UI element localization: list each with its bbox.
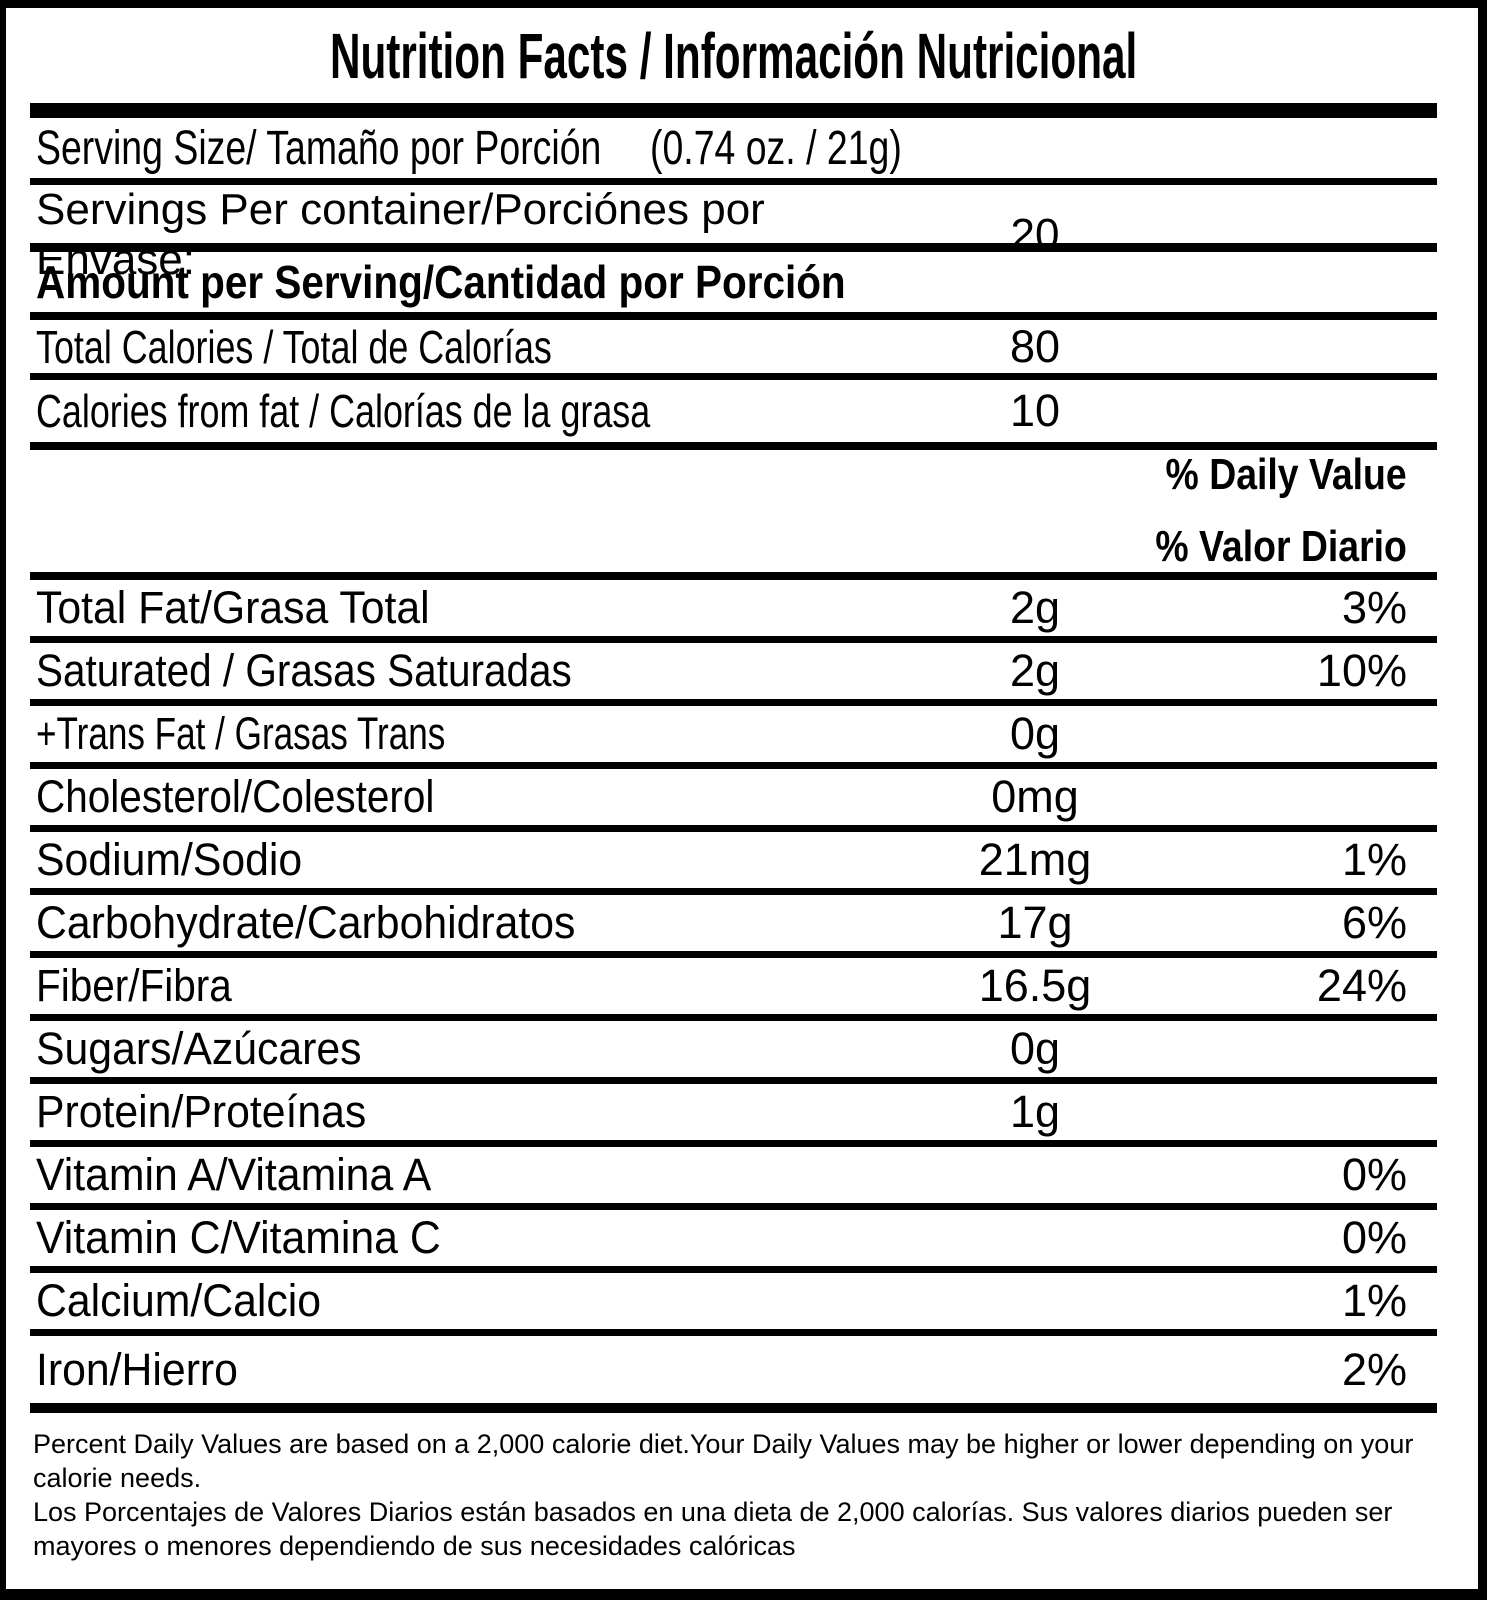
nutrient-label-cell: +Trans Fat / Grasas Trans — [30, 708, 880, 760]
nutrient-percent: 0% — [1341, 1212, 1407, 1263]
nutrient-percent: 1% — [1341, 834, 1407, 885]
nutrient-label-cell: Protein/Proteínas — [30, 1086, 880, 1138]
nutrient-amount: 1g — [1009, 1086, 1061, 1137]
nutrient-label: Iron/Hierro — [36, 1343, 238, 1395]
nutrient-row: Sodium/Sodio 21mg 1% — [30, 832, 1437, 895]
daily-value-header-line-en: % Daily Value — [1165, 450, 1407, 499]
serving-size-label-cell: Serving Size/ Tamaño por Porción — [30, 121, 650, 176]
nutrient-amount: 21mg — [978, 834, 1092, 885]
serving-size-row: Serving Size/ Tamaño por Porción (0.74 o… — [30, 118, 1437, 185]
total-calories-row: Total Calories / Total de Calorías 80 — [30, 320, 1437, 380]
nutrient-label-cell: Saturated / Grasas Saturadas — [30, 645, 880, 697]
calories-from-fat-value: 10 — [1009, 385, 1061, 436]
nutrient-label: Carbohydrate/Carbohidratos — [36, 897, 576, 948]
nutrient-amount: 0g — [1009, 708, 1061, 759]
nutrient-label: Vitamin A/Vitamina A — [36, 1149, 432, 1200]
nutrient-amount: 0g — [1009, 1023, 1061, 1074]
nutrient-row: Cholesterol/Colesterol 0mg — [30, 769, 1437, 832]
nutrient-row: Protein/Proteínas 1g — [30, 1084, 1437, 1147]
nutrient-label: +Trans Fat / Grasas Trans — [36, 708, 446, 759]
nutrient-row: Sugars/Azúcares 0g — [30, 1021, 1437, 1084]
nutrient-label-cell: Cholesterol/Colesterol — [30, 771, 880, 823]
nutrient-row: Vitamin A/Vitamina A 0% — [30, 1147, 1437, 1210]
serving-size-value: (0.74 oz. / 21g) — [650, 121, 902, 175]
nutrient-label-cell: Vitamin C/Vitamina C — [30, 1212, 880, 1264]
serving-size-value-cell: (0.74 oz. / 21g) — [650, 121, 973, 176]
nutrient-row: Vitamin C/Vitamina C 0% — [30, 1210, 1437, 1273]
nutrient-amount: 0mg — [991, 771, 1079, 822]
nutrient-row: +Trans Fat / Grasas Trans 0g — [30, 706, 1437, 769]
nutrient-row: Fiber/Fibra 16.5g 24% — [30, 958, 1437, 1021]
nutrient-percent: 24% — [1316, 960, 1407, 1011]
nutrient-row: Saturated / Grasas Saturadas 2g 10% — [30, 643, 1437, 706]
nutrient-label: Protein/Proteínas — [36, 1086, 367, 1137]
calories-from-fat-label-cell: Calories from fat / Calorías de la grasa — [30, 384, 880, 438]
nutrient-label-cell: Carbohydrate/Carbohidratos — [30, 897, 880, 949]
nutrient-amount: 17g — [997, 897, 1073, 948]
label-title: Nutrition Facts / Información Nutriciona… — [329, 19, 1138, 92]
total-calories-label-cell: Total Calories / Total de Calorías — [30, 320, 880, 374]
nutrient-label: Cholesterol/Colesterol — [36, 771, 435, 822]
servings-per-container-row: Servings Per container/Porciónes por Env… — [30, 185, 1437, 284]
nutrient-label-cell: Vitamin A/Vitamina A — [30, 1149, 880, 1201]
nutrient-row: Total Fat/Grasa Total 2g 3% — [30, 580, 1437, 643]
nutrient-percent: 10% — [1316, 645, 1407, 696]
nutrient-label-cell: Total Fat/Grasa Total — [30, 582, 880, 634]
daily-value-header-line-es: % Valor Diario — [1155, 522, 1407, 571]
nutrient-label: Total Fat/Grasa Total — [36, 582, 430, 633]
daily-value-header: % Daily Value % Valor Diario — [30, 450, 1437, 580]
nutrient-table: Total Fat/Grasa Total 2g 3% Saturated / … — [30, 580, 1437, 1413]
nutrient-percent: 3% — [1341, 582, 1407, 633]
nutrient-row: Calcium/Calcio 1% — [30, 1273, 1437, 1336]
servings-per-container-value: 20 — [1010, 210, 1060, 259]
nutrient-percent: 2% — [1341, 1343, 1407, 1395]
nutrient-label: Vitamin C/Vitamina C — [36, 1212, 441, 1263]
total-calories-label: Total Calories / Total de Calorías — [36, 321, 552, 373]
nutrient-label: Sodium/Sodio — [36, 834, 303, 885]
title-divider-bar — [30, 103, 1437, 118]
nutrient-label-cell: Calcium/Calcio — [30, 1275, 880, 1327]
calories-from-fat-label: Calories from fat / Calorías de la grasa — [36, 385, 651, 437]
nutrient-percent: 0% — [1341, 1149, 1407, 1200]
calories-from-fat-row: Calories from fat / Calorías de la grasa… — [30, 380, 1437, 450]
nutrient-row: Iron/Hierro 2% — [30, 1336, 1437, 1413]
nutrient-label: Calcium/Calcio — [36, 1275, 322, 1326]
serving-size-label: Serving Size/ Tamaño por Porción — [36, 121, 602, 175]
amount-per-serving-heading: Amount per Serving/Cantidad por Porción — [36, 256, 846, 308]
footnote-spanish: Los Porcentajes de Valores Diarios están… — [33, 1497, 1393, 1561]
nutrient-label: Saturated / Grasas Saturadas — [36, 645, 572, 696]
label-title-row: Nutrition Facts / Información Nutriciona… — [30, 8, 1437, 103]
nutrient-label-cell: Sodium/Sodio — [30, 834, 880, 886]
amount-per-serving-row: Amount per Serving/Cantidad por Porción — [30, 252, 1437, 320]
nutrient-percent: 6% — [1341, 897, 1407, 948]
nutrient-amount: 2g — [1009, 645, 1061, 696]
total-calories-value: 80 — [1009, 321, 1061, 372]
label-body: Nutrition Facts / Información Nutriciona… — [30, 8, 1437, 1413]
servings-per-container-label: Servings Per container/Porciónes por Env… — [36, 185, 765, 284]
nutrient-label: Fiber/Fibra — [36, 960, 232, 1011]
daily-value-header-line-en-row: % Daily Value — [30, 450, 1407, 500]
nutrient-label-cell: Iron/Hierro — [30, 1344, 880, 1396]
nutrient-row: Carbohydrate/Carbohidratos 17g 6% — [30, 895, 1437, 958]
nutrient-label: Sugars/Azúcares — [36, 1023, 362, 1074]
nutrient-amount: 2g — [1009, 582, 1061, 633]
nutrient-amount: 16.5g — [978, 960, 1092, 1011]
footnotes: Percent Daily Values are based on a 2,00… — [30, 1413, 1470, 1563]
daily-value-header-line-es-row: % Valor Diario — [30, 522, 1407, 572]
footnote-english: Percent Daily Values are based on a 2,00… — [33, 1429, 1414, 1493]
nutrient-label-cell: Sugars/Azúcares — [30, 1023, 880, 1075]
nutrient-label-cell: Fiber/Fibra — [30, 960, 880, 1012]
nutrient-percent: 1% — [1341, 1275, 1407, 1326]
